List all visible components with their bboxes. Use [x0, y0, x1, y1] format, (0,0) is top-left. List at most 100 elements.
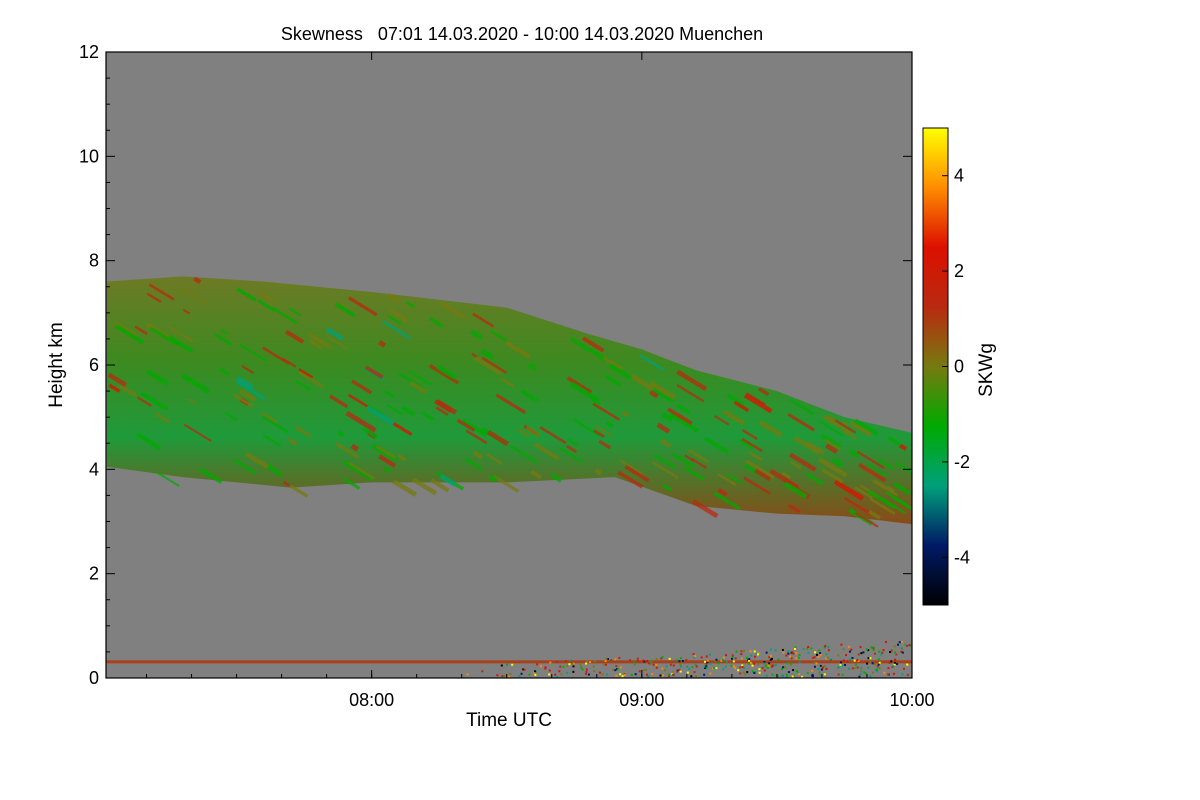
surface-speck: [869, 675, 872, 678]
cloud-streak: [193, 276, 202, 284]
surface-speck: [661, 656, 664, 659]
cloud-streak: [595, 425, 613, 437]
cloud-streak: [569, 381, 600, 403]
surface-speck: [741, 665, 744, 668]
cloud-streak: [788, 452, 817, 472]
surface-speck: [731, 656, 734, 659]
surface-speck: [732, 660, 735, 663]
surface-speck: [734, 666, 737, 669]
surface-speck: [851, 667, 854, 670]
cloud-streak: [822, 415, 852, 435]
surface-speck: [539, 665, 542, 668]
surface-speck: [774, 649, 777, 652]
cloud-streak: [495, 393, 527, 414]
cloud-streak: [282, 480, 290, 487]
surface-speck: [794, 646, 797, 649]
cloud-streak: [744, 459, 775, 480]
surface-speck: [793, 647, 796, 650]
cloud-streak: [408, 369, 432, 386]
cloud-streak: [235, 287, 257, 302]
surface-speck: [679, 657, 682, 660]
surface-speck: [520, 672, 523, 675]
cloud-streak: [480, 348, 495, 360]
cloud-layer: [106, 276, 912, 525]
surface-speck: [763, 662, 766, 665]
surface-speck: [774, 663, 777, 666]
cloud-streak: [659, 438, 672, 448]
surface-speck: [765, 674, 768, 677]
surface-speck: [901, 651, 904, 654]
surface-speck: [703, 660, 706, 663]
cloud-streak: [309, 339, 323, 350]
cloud-streak: [435, 406, 449, 416]
surface-speck: [618, 656, 621, 659]
surface-speck: [771, 673, 774, 676]
colorbar-tick-label: -4: [954, 547, 970, 567]
surface-speck: [703, 673, 706, 676]
cloud-streak: [456, 418, 476, 432]
cloud-streak: [867, 489, 897, 510]
surface-speck: [705, 655, 708, 658]
surface-speck: [865, 648, 868, 651]
cloud-streak: [183, 423, 212, 442]
surface-speck: [843, 663, 846, 666]
surface-speck: [753, 662, 756, 665]
surface-speck: [842, 648, 845, 651]
surface-speck: [566, 664, 569, 667]
cloud-streak: [520, 389, 539, 403]
surface-speck: [692, 653, 695, 656]
cloud-streak: [347, 461, 375, 480]
surface-speck: [904, 643, 907, 646]
cloud-streak: [713, 414, 730, 426]
surface-speck: [615, 665, 618, 668]
surface-speck: [722, 668, 725, 671]
surface-speck: [518, 675, 521, 678]
surface-speck: [851, 656, 854, 659]
surface-speck: [633, 663, 636, 666]
x-axis: 08:00 09:00 10:00: [146, 52, 935, 710]
surface-speck: [906, 663, 909, 666]
surface-speck: [690, 675, 693, 678]
cloud-streak: [342, 459, 374, 482]
cloud-streak: [288, 307, 302, 317]
surface-speck: [825, 657, 828, 660]
surface-speck: [566, 671, 569, 674]
cloud-streak: [214, 333, 233, 346]
cloud-streak: [848, 448, 860, 458]
surface-speck: [734, 657, 737, 660]
cloud-streak: [651, 461, 679, 479]
cloud-streak: [656, 422, 671, 434]
surface-speck: [819, 673, 822, 676]
surface-speck: [883, 671, 886, 674]
surface-speck: [881, 651, 884, 654]
cloud-streak: [473, 356, 502, 376]
cloud-streak: [364, 365, 384, 380]
cloud-streak: [566, 376, 593, 394]
surface-speck: [649, 663, 652, 666]
surface-speck: [688, 667, 691, 670]
y-tick-label: 12: [79, 42, 99, 62]
surface-speck: [604, 660, 607, 663]
surface-speck: [614, 658, 617, 661]
surface-speck: [715, 667, 718, 670]
surface-speck: [770, 663, 773, 666]
surface-speck: [621, 675, 624, 678]
surface-speck: [679, 670, 682, 673]
cloud-streak: [617, 470, 644, 489]
surface-speck: [706, 661, 709, 664]
cloud-streak: [149, 326, 179, 346]
surface-speck: [896, 643, 899, 646]
surface-speck: [579, 664, 582, 667]
cloud-streak: [139, 391, 169, 411]
surface-speck: [784, 666, 787, 669]
surface-speck: [872, 648, 875, 651]
surface-speck: [724, 665, 727, 668]
y-tick-label: 4: [89, 459, 99, 479]
surface-speck: [769, 654, 772, 657]
surface-speck: [598, 671, 601, 674]
surface-speck: [548, 673, 551, 676]
surface-speck: [820, 668, 823, 671]
surface-speck: [858, 675, 861, 678]
surface-speck: [906, 644, 909, 647]
surface-speck: [873, 652, 876, 655]
